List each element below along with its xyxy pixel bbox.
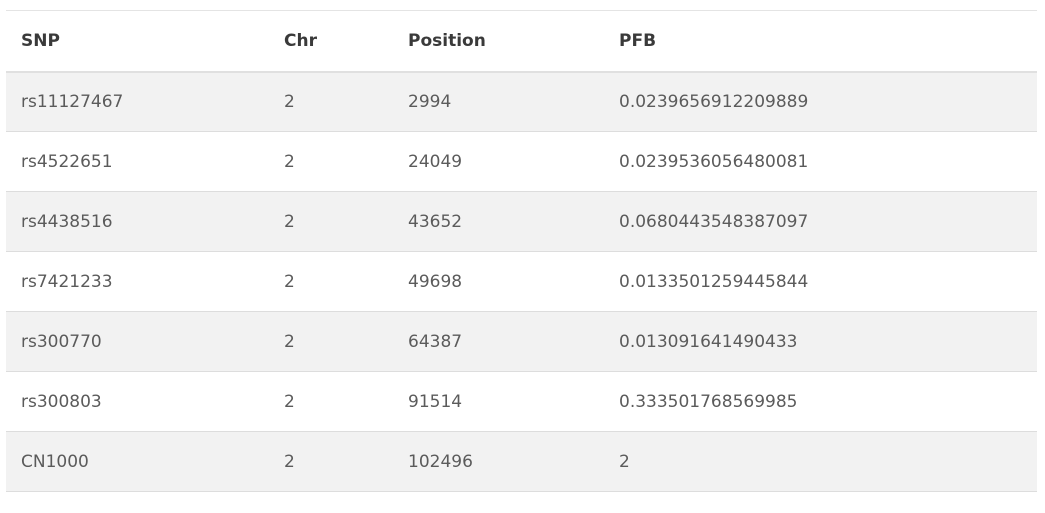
- table-row: rs300770 2 64387 0.013091641490433: [6, 311, 1037, 372]
- table-row: rs4522651 2 24049 0.0239536056480081: [6, 131, 1037, 192]
- cell-chr: 2: [284, 331, 295, 352]
- cell-pfb: 2: [619, 451, 630, 472]
- cell-chr: 2: [284, 451, 295, 472]
- cell-chr: 2: [284, 271, 295, 292]
- cell-position: 91514: [408, 391, 463, 412]
- table-row: CN1000 2 102496 2: [6, 431, 1037, 492]
- cell-snp: rs300770: [21, 331, 102, 352]
- header-chr: Chr: [269, 10, 393, 73]
- header-position: Position: [393, 10, 604, 73]
- cell-snp: rs11127467: [21, 91, 124, 112]
- cell-chr: 2: [284, 211, 295, 232]
- cell-position: 49698: [408, 271, 463, 292]
- cell-snp: rs4438516: [21, 211, 113, 232]
- table-row: rs7421233 2 49698 0.0133501259445844: [6, 251, 1037, 312]
- table-row: rs11127467 2 2994 0.0239656912209889: [6, 71, 1037, 132]
- pfb-table-container: SNP Chr Position PFB rs11127467 2 2994 0…: [6, 10, 1037, 492]
- cell-pfb: 0.0133501259445844: [619, 271, 809, 292]
- cell-chr: 2: [284, 151, 295, 172]
- cell-position: 64387: [408, 331, 463, 352]
- pfb-table: SNP Chr Position PFB rs11127467 2 2994 0…: [6, 10, 1037, 492]
- cell-position: 102496: [408, 451, 473, 472]
- cell-chr: 2: [284, 391, 295, 412]
- cell-pfb: 0.0239656912209889: [619, 91, 809, 112]
- cell-pfb: 0.333501768569985: [619, 391, 798, 412]
- cell-position: 24049: [408, 151, 463, 172]
- cell-snp: rs4522651: [21, 151, 113, 172]
- cell-snp: rs7421233: [21, 271, 113, 292]
- cell-pfb: 0.0239536056480081: [619, 151, 809, 172]
- cell-position: 2994: [408, 91, 452, 112]
- cell-snp: rs300803: [21, 391, 102, 412]
- cell-chr: 2: [284, 91, 295, 112]
- table-row: rs4438516 2 43652 0.0680443548387097: [6, 191, 1037, 252]
- header-pfb: PFB: [604, 10, 1037, 73]
- cell-pfb: 0.0680443548387097: [619, 211, 809, 232]
- table-header-row: SNP Chr Position PFB: [6, 10, 1037, 73]
- header-snp: SNP: [6, 10, 269, 73]
- table-row: rs300803 2 91514 0.333501768569985: [6, 371, 1037, 432]
- cell-snp: CN1000: [21, 451, 89, 472]
- cell-position: 43652: [408, 211, 463, 232]
- cell-pfb: 0.013091641490433: [619, 331, 798, 352]
